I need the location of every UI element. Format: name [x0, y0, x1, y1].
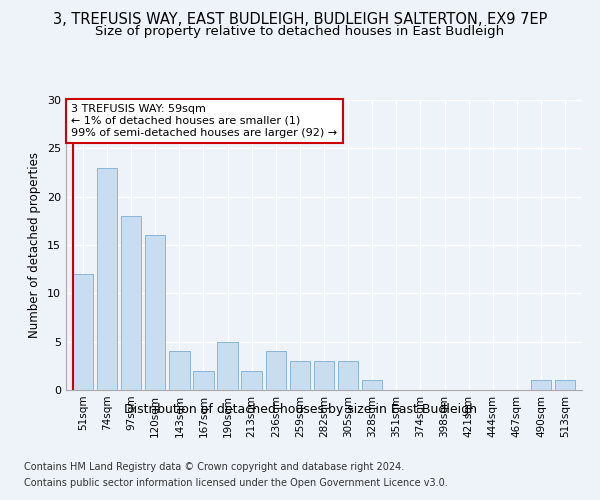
Bar [73, 274, 93, 390]
Bar [169, 352, 190, 390]
Bar [290, 361, 310, 390]
Bar [314, 361, 334, 390]
Bar [362, 380, 382, 390]
Bar [217, 342, 238, 390]
Text: Size of property relative to detached houses in East Budleigh: Size of property relative to detached ho… [95, 25, 505, 38]
Bar [145, 236, 166, 390]
Bar [121, 216, 142, 390]
Bar [193, 370, 214, 390]
Bar [241, 370, 262, 390]
Bar [266, 352, 286, 390]
Bar [97, 168, 117, 390]
Bar [338, 361, 358, 390]
Text: Contains HM Land Registry data © Crown copyright and database right 2024.: Contains HM Land Registry data © Crown c… [24, 462, 404, 472]
Text: 3, TREFUSIS WAY, EAST BUDLEIGH, BUDLEIGH SALTERTON, EX9 7EP: 3, TREFUSIS WAY, EAST BUDLEIGH, BUDLEIGH… [53, 12, 547, 28]
Text: Distribution of detached houses by size in East Budleigh: Distribution of detached houses by size … [124, 402, 476, 415]
Y-axis label: Number of detached properties: Number of detached properties [28, 152, 41, 338]
Bar [555, 380, 575, 390]
Text: 3 TREFUSIS WAY: 59sqm
← 1% of detached houses are smaller (1)
99% of semi-detach: 3 TREFUSIS WAY: 59sqm ← 1% of detached h… [71, 104, 337, 138]
Text: Contains public sector information licensed under the Open Government Licence v3: Contains public sector information licen… [24, 478, 448, 488]
Bar [531, 380, 551, 390]
